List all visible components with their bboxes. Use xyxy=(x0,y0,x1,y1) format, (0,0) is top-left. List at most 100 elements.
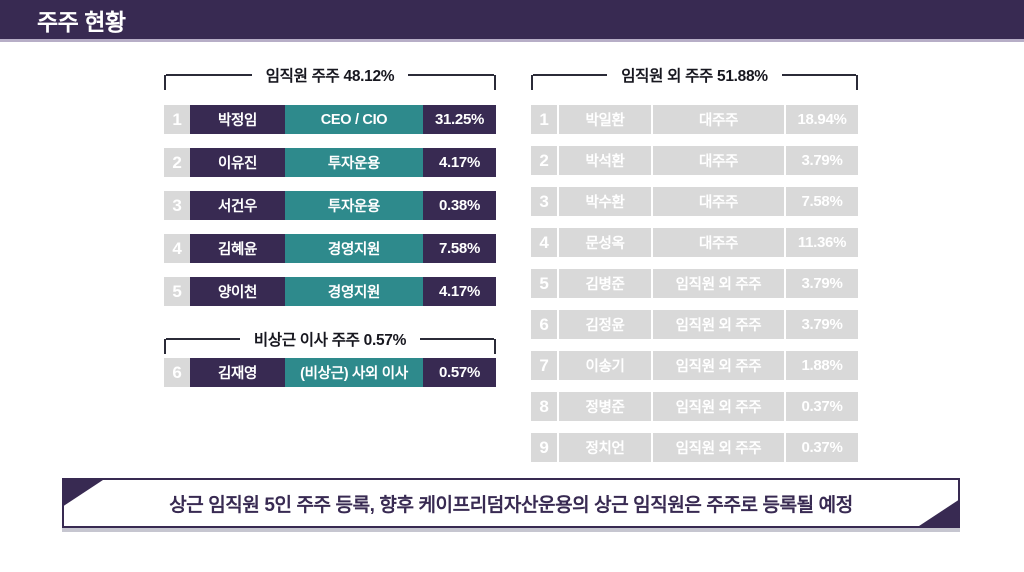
non-employee-shareholders-column: 임직원 외 주주 51.88% 1 박일환 대주주 18.94% 2 박석환 대주주 3.79%… xyxy=(531,62,858,462)
rank-cell: 3 xyxy=(164,191,190,220)
percent-cell: 0.57% xyxy=(423,358,496,387)
rank-cell: 1 xyxy=(531,105,557,134)
percent-cell: 11.36% xyxy=(786,228,858,257)
name-cell: 박일환 xyxy=(559,105,651,134)
percent-cell: 31.25% xyxy=(423,105,496,134)
role-cell: 투자운용 xyxy=(285,191,423,220)
shareholder-row: 1 박일환 대주주 18.94% xyxy=(531,105,858,134)
percent-cell: 3.79% xyxy=(786,146,858,175)
rank-cell: 4 xyxy=(164,234,190,263)
role-cell: 대주주 xyxy=(653,105,784,134)
bracket-line xyxy=(166,338,240,340)
role-cell: (비상근) 사외 이사 xyxy=(285,358,423,387)
percent-cell: 3.79% xyxy=(786,310,858,339)
role-cell: 경영지원 xyxy=(285,234,423,263)
role-cell: 대주주 xyxy=(653,228,784,257)
percent-cell: 1.88% xyxy=(786,351,858,380)
rank-cell: 4 xyxy=(531,228,557,257)
bracket-line xyxy=(166,74,252,76)
bracket-tick-left xyxy=(164,74,166,90)
role-cell: 임직원 외 주주 xyxy=(653,433,784,462)
page-title: 주주 현황 xyxy=(37,8,126,35)
bracket-tick-right xyxy=(856,74,858,90)
name-cell: 박수환 xyxy=(559,187,651,216)
title-bar: 주주 현황 xyxy=(0,0,1024,42)
shareholder-row: 6 김정윤 임직원 외 주주 3.79% xyxy=(531,310,858,339)
corner-triangle-top-left-icon xyxy=(62,478,106,507)
rank-cell: 6 xyxy=(164,358,190,387)
shareholder-row: 2 이유진 투자운용 4.17% xyxy=(164,148,496,177)
name-cell: 정병준 xyxy=(559,392,651,421)
footer-note-text: 상근 임직원 5인 주주 등록, 향후 케이프리덤자산운용의 상근 임직원은 주… xyxy=(169,494,853,516)
section-header: 비상근 이사 주주 0.57% xyxy=(164,326,497,354)
bracket-line xyxy=(420,338,495,340)
shareholder-row: 9 정치언 임직원 외 주주 0.37% xyxy=(531,433,858,462)
name-cell: 정치언 xyxy=(559,433,651,462)
bracket-tick-left xyxy=(164,338,166,354)
bracket-tick-right xyxy=(494,74,496,90)
section-header-label: 임직원 주주 48.12% xyxy=(265,68,395,85)
role-cell: 임직원 외 주주 xyxy=(653,310,784,339)
name-cell: 이송기 xyxy=(559,351,651,380)
rank-cell: 6 xyxy=(531,310,557,339)
name-cell: 양이천 xyxy=(190,277,285,306)
shareholder-row: 4 김혜윤 경영지원 7.58% xyxy=(164,234,496,263)
bracket-line xyxy=(533,74,608,76)
section-header: 임직원 외 주주 51.88% xyxy=(531,62,858,90)
shareholder-row: 7 이송기 임직원 외 주주 1.88% xyxy=(531,351,858,380)
percent-cell: 0.38% xyxy=(423,191,496,220)
role-cell: 투자운용 xyxy=(285,148,423,177)
name-cell: 김재영 xyxy=(190,358,285,387)
percent-cell: 4.17% xyxy=(423,148,496,177)
name-cell: 박석환 xyxy=(559,146,651,175)
rank-cell: 5 xyxy=(164,277,190,306)
rank-cell: 7 xyxy=(531,351,557,380)
name-cell: 서건우 xyxy=(190,191,285,220)
role-cell: 경영지원 xyxy=(285,277,423,306)
rank-cell: 2 xyxy=(531,146,557,175)
rank-cell: 5 xyxy=(531,269,557,298)
bracket-tick-right xyxy=(494,338,497,354)
rank-cell: 3 xyxy=(531,187,557,216)
percent-cell: 7.58% xyxy=(423,234,496,263)
shareholder-row: 3 서건우 투자운용 0.38% xyxy=(164,191,496,220)
percent-cell: 3.79% xyxy=(786,269,858,298)
name-cell: 김혜윤 xyxy=(190,234,285,263)
shareholder-row: 5 김병준 임직원 외 주주 3.79% xyxy=(531,269,858,298)
rank-cell: 2 xyxy=(164,148,190,177)
employee-shareholders-column: 임직원 주주 48.12% 1 박정임 CEO / CIO 31.25% 2 이유진 투자운용… xyxy=(164,62,497,387)
percent-cell: 0.37% xyxy=(786,433,858,462)
percent-cell: 7.58% xyxy=(786,187,858,216)
shareholder-row: 6 김재영 (비상근) 사외 이사 0.57% xyxy=(164,358,496,387)
shareholder-row: 8 정병준 임직원 외 주주 0.37% xyxy=(531,392,858,421)
section-header: 임직원 주주 48.12% xyxy=(164,62,496,90)
section-header-label: 임직원 외 주주 51.88% xyxy=(621,68,768,85)
shareholder-row: 5 양이천 경영지원 4.17% xyxy=(164,277,496,306)
shareholder-row: 3 박수환 대주주 7.58% xyxy=(531,187,858,216)
shareholder-list: 1 박정임 CEO / CIO 31.25% 2 이유진 투자운용 4.17% 3 서건우 투자운용… xyxy=(164,105,496,306)
name-cell: 김병준 xyxy=(559,269,651,298)
name-cell: 박정임 xyxy=(190,105,285,134)
rank-cell: 8 xyxy=(531,392,557,421)
bracket-tick-left xyxy=(531,74,533,90)
percent-cell: 0.37% xyxy=(786,392,858,421)
role-cell: 대주주 xyxy=(653,187,784,216)
percent-cell: 18.94% xyxy=(786,105,858,134)
rank-cell: 1 xyxy=(164,105,190,134)
bracket-line xyxy=(781,74,856,76)
name-cell: 김정윤 xyxy=(559,310,651,339)
role-cell: 임직원 외 주주 xyxy=(653,269,784,298)
name-cell: 이유진 xyxy=(190,148,285,177)
shareholder-list: 6 김재영 (비상근) 사외 이사 0.57% xyxy=(164,358,496,387)
role-cell: 대주주 xyxy=(653,146,784,175)
role-cell: 임직원 외 주주 xyxy=(653,392,784,421)
role-cell: CEO / CIO xyxy=(285,105,423,134)
role-cell: 임직원 외 주주 xyxy=(653,351,784,380)
shareholder-row: 2 박석환 대주주 3.79% xyxy=(531,146,858,175)
section-header-label: 비상근 이사 주주 0.57% xyxy=(253,332,407,349)
shareholder-list: 1 박일환 대주주 18.94% 2 박석환 대주주 3.79% 3 박수환 대주주 7.58% 4 문성… xyxy=(531,105,858,462)
shareholder-row: 1 박정임 CEO / CIO 31.25% xyxy=(164,105,496,134)
bracket-line xyxy=(408,74,494,76)
rank-cell: 9 xyxy=(531,433,557,462)
corner-triangle-bottom-right-icon xyxy=(916,499,960,528)
